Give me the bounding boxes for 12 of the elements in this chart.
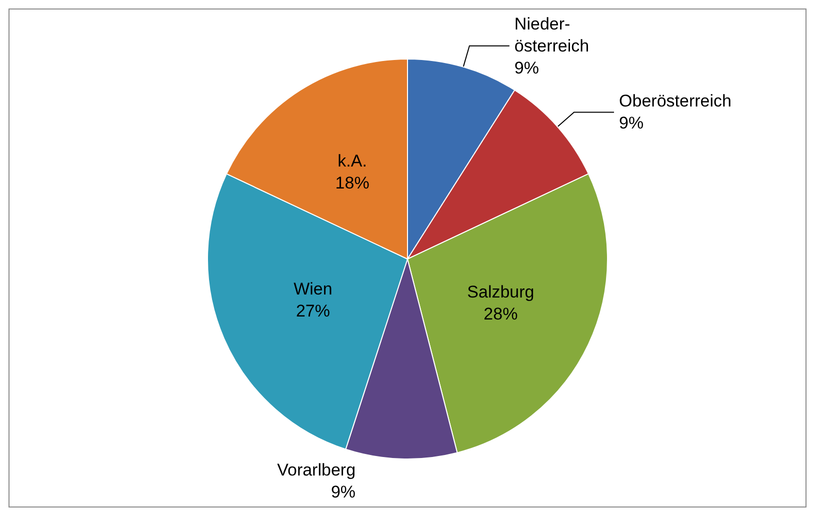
slice-label: Vorarlberg [277,460,356,480]
slice-label: Salzburg [467,282,534,302]
slice-label: k.A. [338,152,367,171]
data-label: 28% [484,304,518,324]
data-label: 9% [330,482,356,502]
slice-label: Nieder- österreich [514,14,590,56]
data-label: 27% [296,301,330,320]
data-label: 18% [335,174,370,193]
slice-label: Wien [294,279,332,298]
data-label: 9% [619,114,644,133]
slice-label: Oberösterreich [619,92,732,111]
data-label: 9% [514,58,540,78]
